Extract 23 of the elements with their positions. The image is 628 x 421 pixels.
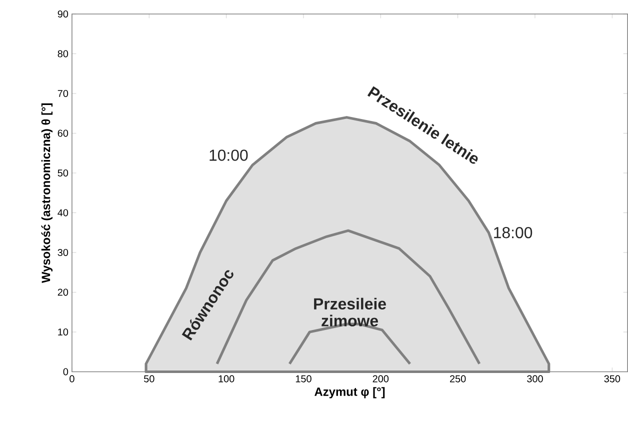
x-axis-title: Azymut φ [°]: [314, 387, 385, 398]
y-tick-label: 70: [58, 90, 68, 98]
y-tick-label: 10: [58, 328, 68, 336]
x-tick-label: 0: [70, 375, 74, 382]
x-tick-label: 350: [604, 375, 620, 382]
y-tick-label: 80: [58, 50, 68, 58]
y-tick-label: 60: [58, 130, 68, 137]
x-tick-label: 150: [296, 375, 312, 382]
x-tick-label: 200: [372, 375, 389, 382]
y-tick-label: 40: [58, 209, 68, 216]
annotation: 10:00: [210, 150, 248, 162]
x-tick-label: 300: [527, 375, 543, 382]
x-tick-label: 100: [218, 375, 234, 382]
x-tick-label: 250: [450, 375, 466, 382]
x-tick-label: 50: [144, 375, 154, 382]
y-tick-label: 50: [58, 170, 68, 177]
series-label: Przesileie zimowe: [314, 298, 386, 327]
annotation: 18:00: [494, 227, 532, 238]
y-tick-label: 0: [63, 368, 68, 376]
y-tick-label: 20: [58, 288, 68, 296]
y-tick-label: 30: [58, 249, 68, 256]
y-tick-label: 90: [58, 10, 68, 18]
y-axis-title: Wysokość (astronomiczna) θ [°]: [41, 104, 53, 284]
